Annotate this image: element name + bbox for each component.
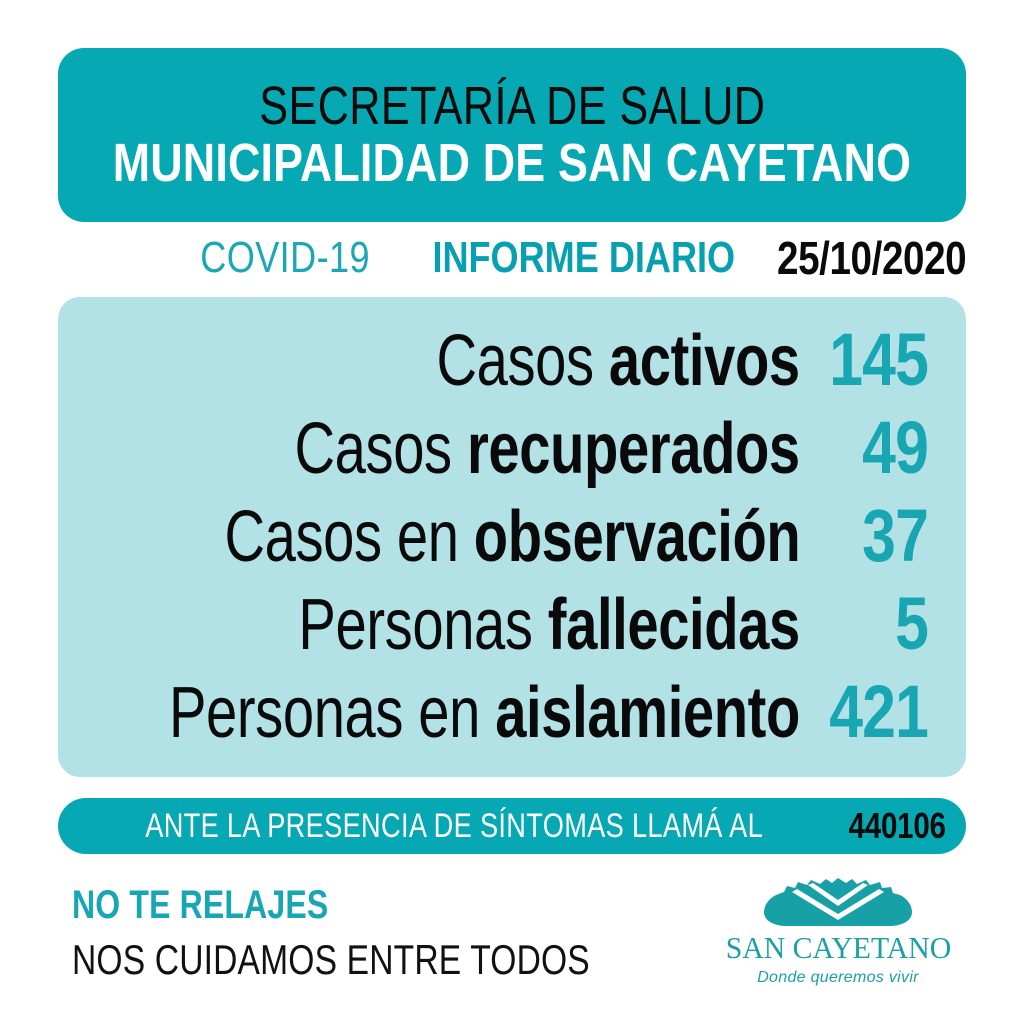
stat-label-plain: Personas bbox=[298, 585, 548, 665]
hotline-phone-number: 440106 bbox=[848, 805, 946, 846]
stat-row-casos-activos: Casos activos 145 bbox=[58, 317, 966, 405]
subtitle-covid-label: COVID-19 bbox=[199, 233, 370, 282]
stat-label-bold: fallecidas bbox=[547, 585, 800, 665]
stat-value: 49 bbox=[862, 406, 929, 489]
statistics-panel: Casos activos 145 Casos recuperados 49 C… bbox=[58, 297, 966, 777]
symptoms-hotline-bar: ANTE LA PRESENCIA DE SÍNTOMAS LLAMÁ AL 4… bbox=[58, 798, 966, 854]
stat-value: 5 bbox=[895, 582, 929, 665]
stat-label-plain: Personas en bbox=[169, 673, 496, 753]
footer: NO TE RELAJES NOS CUIDAMOS ENTRE TODOS S… bbox=[58, 876, 966, 996]
logo-name-text: SAN CAYETANO bbox=[725, 930, 951, 965]
san-cayetano-logo: SAN CAYETANO Donde queremos vivir bbox=[725, 876, 951, 994]
stat-value: 37 bbox=[862, 494, 929, 577]
stat-label-plain: Casos bbox=[294, 409, 468, 489]
footer-slogan-block: NO TE RELAJES NOS CUIDAMOS ENTRE TODOS bbox=[72, 882, 719, 984]
stat-label-bold: observación bbox=[473, 497, 800, 577]
stat-label: Personas en aislamiento bbox=[169, 672, 800, 754]
stat-label: Personas fallecidas bbox=[298, 584, 801, 666]
stat-row-casos-recuperados: Casos recuperados 49 bbox=[58, 405, 966, 493]
stat-label-bold: activos bbox=[609, 321, 800, 401]
report-date: 25/10/2020 bbox=[776, 232, 967, 284]
stat-label-bold: aislamiento bbox=[495, 673, 800, 753]
header-title-municipalidad: MUNICIPALIDAD DE SAN CAYETANO bbox=[112, 133, 912, 193]
stat-row-personas-fallecidas: Personas fallecidas 5 bbox=[58, 581, 966, 669]
header-card: SECRETARÍA DE SALUD MUNICIPALIDAD DE SAN… bbox=[58, 48, 966, 222]
logo-tagline-text: Donde queremos vivir bbox=[757, 969, 919, 986]
stat-value: 145 bbox=[829, 318, 929, 401]
stat-label: Casos recuperados bbox=[294, 408, 801, 490]
subtitle-report-label: INFORME DIARIO bbox=[432, 233, 735, 282]
stat-label: Casos activos bbox=[436, 320, 801, 402]
footer-slogan-primary: NO TE RELAJES bbox=[72, 883, 329, 927]
stat-row-casos-en-observacion: Casos en observación 37 bbox=[58, 493, 966, 581]
stat-label-plain: Casos en bbox=[224, 497, 474, 577]
stat-row-personas-en-aislamiento: Personas en aislamiento 421 bbox=[58, 669, 966, 757]
header-title-secretaria: SECRETARÍA DE SALUD bbox=[258, 75, 766, 136]
stat-label-bold: recuperados bbox=[467, 409, 800, 489]
report-subtitle-row: COVID-19 INFORME DIARIO 25/10/2020 bbox=[58, 232, 966, 284]
san-cayetano-fields-emblem-icon bbox=[764, 878, 912, 926]
stat-label-plain: Casos bbox=[436, 321, 610, 401]
hotline-message: ANTE LA PRESENCIA DE SÍNTOMAS LLAMÁ AL bbox=[144, 806, 763, 845]
stat-value: 421 bbox=[829, 670, 929, 753]
footer-slogan-secondary: NOS CUIDAMOS ENTRE TODOS bbox=[72, 936, 590, 983]
stat-label: Casos en observación bbox=[224, 496, 800, 578]
